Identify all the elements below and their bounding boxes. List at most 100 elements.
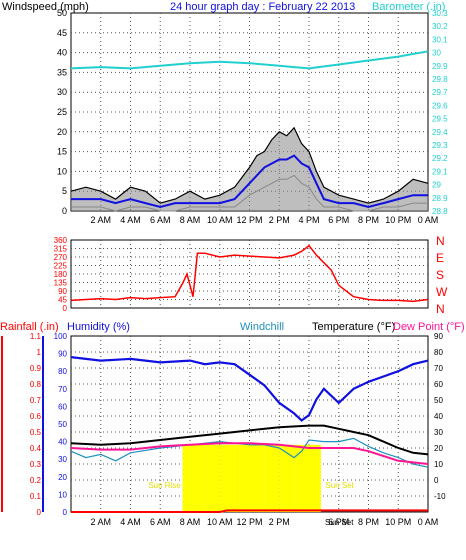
sunshine-bar [219, 444, 235, 512]
humidity-line [70, 356, 429, 422]
wind-x-tick: 12 PM [236, 215, 262, 225]
humidity-y-tick: 10 [58, 490, 67, 499]
temp-x-tick: 10 PM [385, 517, 411, 527]
sunshine-bar [249, 444, 265, 512]
sunshine-bar [309, 444, 321, 512]
wind-y-tick: 40 [57, 48, 67, 58]
legend-dewpoint: Dew Point (°F) [393, 321, 465, 333]
wind-y-tick: 50 [57, 8, 67, 18]
wind-y-tick: 30 [57, 87, 67, 97]
temp-x-tick: 12 PM [236, 517, 262, 527]
temp-y-tick: 0 [434, 476, 439, 485]
barometer-axis-label: Barometer (.in) [372, 1, 445, 13]
temp-y-tick: 10 [434, 460, 443, 469]
barometer-y-tick: 30 [432, 49, 441, 58]
rain-y-tick: 0 [37, 508, 42, 517]
compass-label: N [436, 302, 445, 316]
rain-y-tick: 0.5 [30, 428, 42, 437]
gust-area [71, 127, 428, 211]
direction-plot [70, 244, 429, 303]
direction-y-tick: 225 [54, 262, 68, 271]
rain-y-tick: 0.3 [30, 460, 42, 469]
temperature-grid [71, 336, 428, 512]
windspeed-axis-label: Windspeed (mph) [2, 1, 89, 13]
humidity-y-tick: 100 [54, 332, 68, 341]
wind-x-tick: 0 AM [418, 215, 439, 225]
wind-x-tick: 8 AM [180, 215, 201, 225]
legend-humidity: Humidity (%) [67, 321, 130, 333]
temp-y-tick: 30 [434, 428, 443, 437]
sunshine-bar [182, 444, 190, 512]
temp-y-tick: 70 [434, 364, 443, 373]
direction-line [70, 244, 429, 303]
direction-y-tick: 315 [54, 245, 68, 254]
temp-x-tick: 0 AM [418, 517, 439, 527]
barometer-y-tick: 30.1 [432, 35, 448, 44]
min-wind-line [71, 174, 428, 212]
direction-y-tick: 45 [58, 296, 67, 305]
temp-x-tick: 8 PM [358, 517, 379, 527]
temp-y-tick: 90 [434, 332, 443, 341]
temp-x-tick: 6 PM [328, 517, 349, 527]
humidity-y-tick: 50 [58, 420, 67, 429]
barometer-y-tick: 28.9 [432, 194, 448, 203]
wind-y-tick: 25 [57, 107, 67, 117]
barometer-y-tick: 29.1 [432, 167, 448, 176]
temp-y-tick: -10 [434, 492, 446, 501]
humidity-y-tick: 90 [58, 350, 67, 359]
direction-y-tick: 90 [58, 287, 67, 296]
direction-y-tick: 360 [54, 236, 68, 245]
wind-x-tick: 6 PM [328, 215, 349, 225]
wind-grid [71, 13, 428, 211]
rain-y-tick: 0.2 [30, 476, 42, 485]
humidity-y-tick: 20 [58, 473, 67, 482]
wind-y-tick: 45 [57, 28, 67, 38]
direction-y-tick: 135 [54, 279, 68, 288]
barometer-y-tick: 29 [432, 181, 441, 190]
barometer-line [70, 50, 429, 70]
rain-y-tick: 1 [37, 348, 42, 357]
temp-x-tick: 2 PM [269, 517, 290, 527]
rain-y-tick: 0.6 [30, 412, 42, 421]
temp-x-tick: 4 AM [120, 517, 141, 527]
rain-y-tick: 0.8 [30, 380, 42, 389]
windchill-line [70, 437, 429, 468]
wind-x-tick: 6 AM [150, 215, 171, 225]
barometer-y-tick: 29.2 [432, 154, 448, 163]
temp-y-tick: 20 [434, 444, 443, 453]
temperature-plot: Sun Rise Sun Set [70, 356, 429, 513]
wind-x-tick: 2 PM [269, 215, 290, 225]
barometer-y-tick: 29.6 [432, 101, 448, 110]
sunshine-bar [234, 444, 250, 512]
dewpoint-line [70, 442, 429, 465]
humidity-y-tick: 40 [58, 438, 67, 447]
wind-y-tick: 5 [62, 186, 67, 196]
axis-labels: 0510152025303540455028.828.92929.129.229… [1, 8, 448, 527]
direction-grid [71, 240, 428, 308]
direction-y-tick: 270 [54, 253, 68, 262]
legend-temperature: Temperature (°F) [312, 321, 395, 333]
sunset-x-label: Sun Set [325, 518, 354, 527]
barometer-y-tick: 29.5 [432, 115, 448, 124]
rainfall-line [71, 509, 428, 513]
humidity-y-tick: 70 [58, 385, 67, 394]
compass-label: W [436, 285, 448, 299]
humidity-y-tick: 60 [58, 402, 67, 411]
temp-x-tick: 2 AM [90, 517, 111, 527]
temp-y-tick: 50 [434, 396, 443, 405]
wind-x-tick: 10 PM [385, 215, 411, 225]
barometer-y-tick: 28.8 [432, 207, 448, 216]
compass-label: N [436, 234, 445, 248]
wind-x-tick: 2 AM [90, 215, 111, 225]
compass-label: E [436, 251, 444, 265]
barometer-y-tick: 29.4 [432, 128, 448, 137]
sunshine-bar [279, 444, 295, 512]
wind-x-tick: 4 PM [298, 215, 319, 225]
gust-line [70, 126, 429, 204]
temp-y-tick: 60 [434, 380, 443, 389]
wind-y-tick: 10 [57, 166, 67, 176]
barometer-y-tick: 29.7 [432, 88, 448, 97]
direction-y-tick: 180 [54, 270, 68, 279]
sunshine-bar [264, 444, 280, 512]
